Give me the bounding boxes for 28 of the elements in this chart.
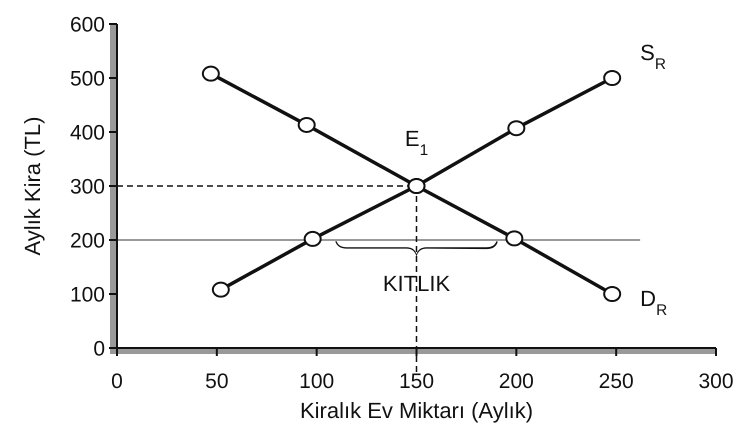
y-tick-label: 400	[70, 121, 105, 144]
x-tick-label: 50	[205, 370, 229, 393]
x-tick-label: 150	[398, 370, 434, 393]
x-tick-label: 0	[111, 370, 123, 393]
y-tick-label: 600	[70, 13, 105, 36]
y-tick-label: 100	[70, 283, 105, 306]
point	[202, 66, 220, 82]
x-tick-label: 200	[498, 370, 534, 393]
annotation: E$_{1}$	[404, 126, 428, 158]
y-tick-label: 200	[70, 229, 105, 252]
point	[298, 116, 316, 133]
point	[212, 282, 230, 298]
point	[304, 230, 322, 247]
point	[505, 230, 524, 246]
y-tick-label: 300	[70, 175, 105, 198]
x-tick-label: 100	[299, 370, 334, 393]
series-label: S$_{R}$	[640, 40, 666, 72]
y-axis-title: Aylık Kira (TL)	[20, 116, 45, 256]
point	[507, 120, 526, 136]
annotation: KITLIK	[382, 271, 450, 296]
y-tick-label: 500	[70, 67, 105, 90]
x-tick-label: 250	[598, 370, 634, 393]
series-label: D$_{R}$	[640, 286, 668, 318]
point	[603, 70, 622, 86]
x-tick-label: 300	[698, 370, 734, 393]
y-tick-label: 0	[93, 337, 105, 360]
x-axis-title: Kiralık Ev Miktarı (Aylık)	[300, 398, 534, 423]
point	[603, 286, 622, 302]
